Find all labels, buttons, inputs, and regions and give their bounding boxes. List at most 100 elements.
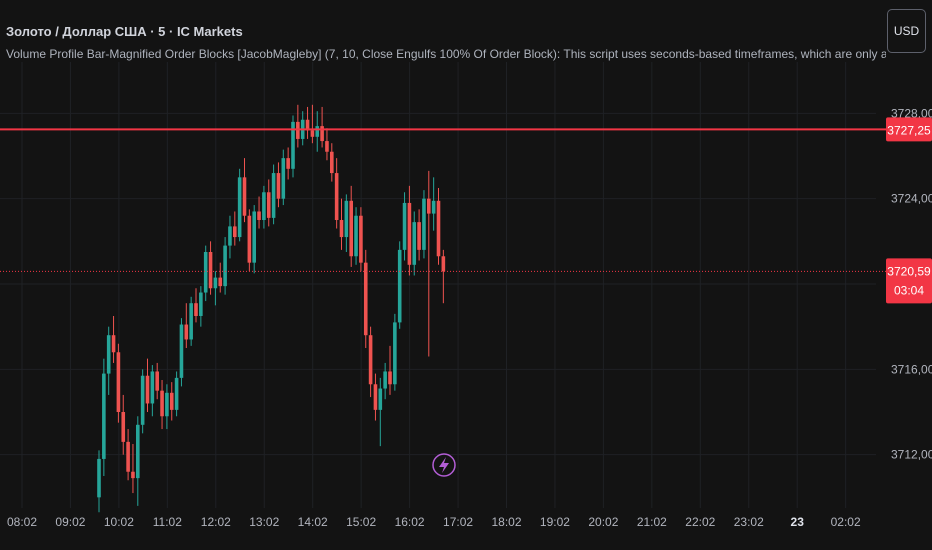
candle-body bbox=[397, 249, 402, 323]
x-tick-label: 02:02 bbox=[831, 515, 861, 529]
x-tick-label: 19:02 bbox=[540, 515, 570, 529]
x-tick-label: 23 bbox=[791, 515, 805, 529]
candle-body bbox=[242, 177, 247, 216]
candle-body bbox=[412, 222, 417, 265]
candle-body bbox=[160, 390, 164, 417]
currency-button[interactable]: USD bbox=[887, 9, 926, 53]
price-lines bbox=[0, 128, 886, 272]
candle-body bbox=[237, 177, 242, 238]
candle-body bbox=[383, 371, 387, 389]
candle-body bbox=[194, 303, 198, 316]
candle-body bbox=[266, 192, 271, 218]
x-tick-label: 09:02 bbox=[55, 515, 85, 529]
candle-body bbox=[305, 119, 310, 131]
candle-body bbox=[334, 173, 339, 220]
candle-body bbox=[179, 324, 184, 378]
candle-body bbox=[97, 458, 101, 498]
candle-body bbox=[431, 200, 436, 214]
candle-body bbox=[344, 200, 349, 238]
candle-body bbox=[165, 392, 169, 417]
candle-body bbox=[102, 373, 106, 459]
x-tick-label: 21:02 bbox=[637, 515, 667, 529]
candle-body bbox=[233, 226, 237, 238]
x-tick-label: 11:02 bbox=[153, 515, 182, 529]
candle-body bbox=[315, 126, 320, 137]
x-tick-label: 22:02 bbox=[685, 515, 715, 529]
candle-body bbox=[140, 375, 145, 425]
candle-body bbox=[407, 202, 412, 265]
candle-body bbox=[339, 220, 344, 238]
time-axis[interactable]: 08:02 09:02 10:02 11:02 12:02 13:02 14:02 15:02… bbox=[7, 515, 861, 529]
x-tick-label: 08:02 bbox=[7, 515, 37, 529]
candle-body bbox=[184, 324, 189, 340]
candle-body bbox=[257, 211, 261, 220]
candle-body bbox=[131, 471, 135, 479]
candle-body bbox=[228, 226, 232, 246]
x-tick-label: 13:02 bbox=[249, 515, 279, 529]
candle-body bbox=[199, 292, 203, 316]
candles bbox=[97, 104, 446, 513]
candle-body bbox=[368, 335, 373, 385]
candle-body bbox=[203, 252, 208, 293]
candle-body bbox=[354, 215, 358, 257]
x-tick-label: 18:02 bbox=[491, 515, 521, 529]
candle-body bbox=[320, 126, 324, 142]
candle-body bbox=[155, 371, 159, 391]
candle-body bbox=[111, 335, 116, 353]
candle-body bbox=[296, 121, 300, 139]
y-tick-label: 3728,00 bbox=[891, 106, 932, 120]
candle-body bbox=[262, 192, 266, 220]
candle-body bbox=[150, 371, 155, 404]
candle-body bbox=[189, 303, 193, 340]
candle-body bbox=[208, 252, 213, 289]
level-price-label: 3727,25 bbox=[887, 123, 931, 137]
candle-body bbox=[393, 322, 397, 385]
candle-body bbox=[378, 388, 383, 410]
candle-body bbox=[223, 245, 227, 287]
candle-body bbox=[145, 375, 150, 404]
candle-body bbox=[422, 198, 426, 250]
x-tick-label: 23:02 bbox=[734, 515, 764, 529]
candle-body bbox=[373, 384, 378, 410]
chart-title: Золото / Доллар США · 5 · IC Markets bbox=[6, 24, 243, 39]
candle-body bbox=[174, 377, 179, 410]
y-tick-label: 3716,00 bbox=[891, 362, 932, 376]
candle-body bbox=[271, 173, 276, 218]
candle-body bbox=[359, 215, 363, 263]
candle-body bbox=[286, 158, 290, 169]
candle-body bbox=[330, 151, 334, 174]
candle-body bbox=[441, 256, 446, 272]
candle-body bbox=[291, 121, 295, 169]
candle-body bbox=[252, 211, 256, 263]
candle-body bbox=[106, 335, 111, 374]
x-tick-label: 14:02 bbox=[298, 515, 328, 529]
candle-body bbox=[417, 222, 421, 250]
candle-body bbox=[436, 200, 441, 257]
candle-body bbox=[276, 173, 281, 199]
candle-body bbox=[363, 262, 368, 336]
candle-body bbox=[126, 441, 130, 472]
candle-body bbox=[349, 200, 353, 257]
price-axis-labels: 3727,25 3720,59 03:04 bbox=[886, 117, 932, 304]
candle-body bbox=[169, 392, 174, 410]
candle-body bbox=[388, 371, 392, 385]
y-tick-label: 3724,00 bbox=[891, 192, 932, 206]
x-tick-label: 10:02 bbox=[104, 515, 134, 529]
candle-body bbox=[218, 277, 223, 287]
level-price-badge bbox=[886, 117, 932, 142]
candle-body bbox=[213, 277, 218, 289]
last-price-label: 3720,59 bbox=[887, 264, 931, 278]
indicator-legend[interactable]: Volume Profile Bar-Magnified Order Block… bbox=[6, 47, 886, 61]
x-tick-label: 20:02 bbox=[588, 515, 618, 529]
candle-body bbox=[281, 158, 286, 199]
x-tick-label: 12:02 bbox=[201, 515, 231, 529]
y-tick-label: 3712,00 bbox=[891, 448, 932, 462]
x-tick-label: 16:02 bbox=[395, 515, 425, 529]
candle-body bbox=[402, 202, 407, 250]
last-price-badge bbox=[886, 258, 932, 304]
lightning-bolt-icon[interactable] bbox=[432, 453, 456, 477]
candle-body bbox=[427, 198, 431, 214]
candle-body bbox=[325, 141, 329, 152]
candle-body bbox=[136, 424, 140, 479]
